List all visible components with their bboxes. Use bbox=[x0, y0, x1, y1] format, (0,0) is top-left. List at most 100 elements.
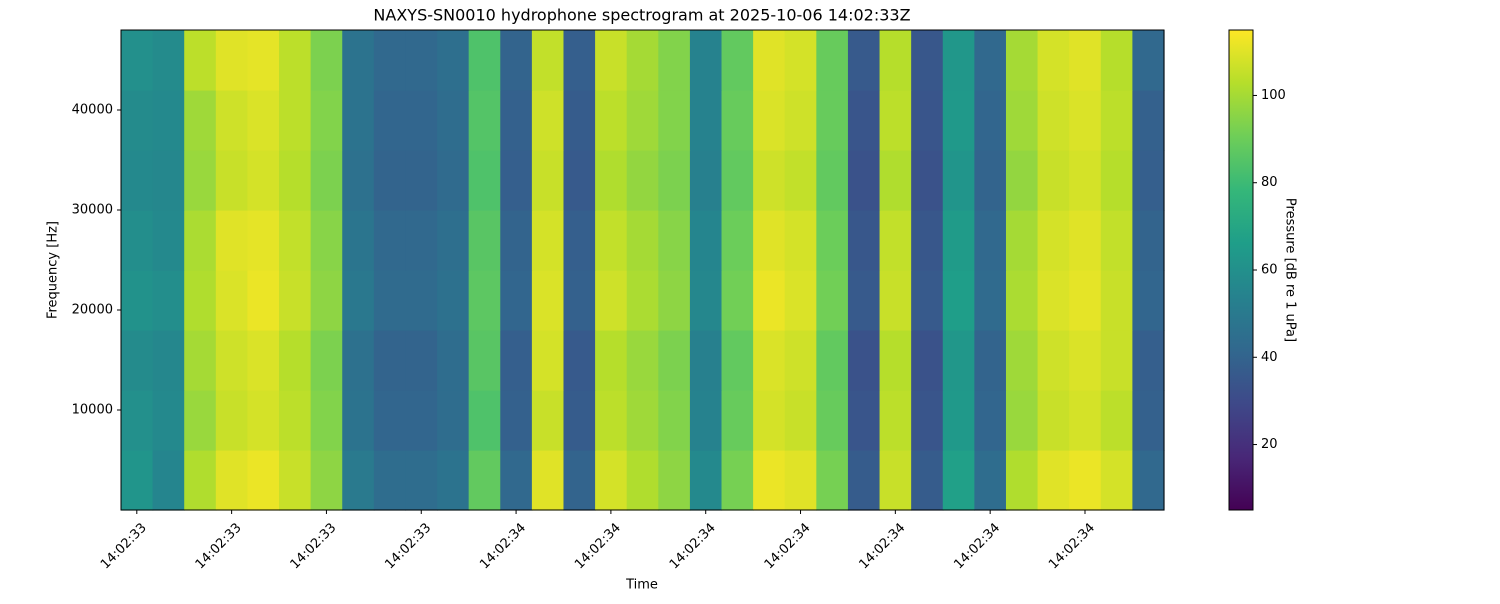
heatmap-cell bbox=[531, 390, 565, 451]
heatmap-cell bbox=[247, 270, 280, 331]
heatmap-cell bbox=[405, 390, 438, 451]
heatmap-cell bbox=[1132, 150, 1165, 211]
heatmap-cell bbox=[405, 450, 438, 511]
heatmap-cell bbox=[1069, 390, 1102, 451]
heatmap-cell bbox=[689, 450, 723, 511]
heatmap-cell bbox=[911, 450, 944, 511]
heatmap-cell bbox=[468, 390, 501, 451]
heatmap-cell bbox=[595, 270, 628, 331]
heatmap-cell bbox=[689, 330, 723, 391]
heatmap-cell bbox=[373, 90, 407, 151]
heatmap-cell bbox=[1100, 30, 1133, 91]
heatmap-cell bbox=[753, 150, 786, 211]
heatmap-cell bbox=[279, 150, 312, 211]
heatmap-cell bbox=[1100, 330, 1133, 391]
heatmap-cell bbox=[626, 390, 659, 451]
heatmap-cell bbox=[1037, 30, 1070, 91]
heatmap-cell bbox=[942, 150, 975, 211]
heatmap-cell bbox=[1005, 90, 1039, 151]
x-tick-label: 14:02:34 bbox=[857, 520, 909, 572]
heatmap-cell bbox=[689, 390, 723, 451]
heatmap-cell bbox=[531, 150, 565, 211]
heatmap-cell bbox=[1005, 270, 1039, 331]
heatmap-cell bbox=[152, 90, 185, 151]
heatmap-cell bbox=[879, 270, 912, 331]
heatmap-cell bbox=[152, 450, 185, 511]
heatmap-cell bbox=[1132, 90, 1165, 151]
heatmap-cell bbox=[721, 90, 754, 151]
heatmap bbox=[121, 30, 1165, 511]
heatmap-cell bbox=[847, 390, 881, 451]
heatmap-cell bbox=[1100, 270, 1133, 331]
heatmap-cell bbox=[942, 210, 975, 271]
heatmap-cell bbox=[437, 90, 470, 151]
heatmap-cell bbox=[753, 450, 786, 511]
heatmap-cell bbox=[816, 330, 849, 391]
heatmap-cell bbox=[405, 30, 438, 91]
heatmap-cell bbox=[1037, 330, 1070, 391]
heatmap-cell bbox=[1069, 30, 1102, 91]
heatmap-cell bbox=[753, 330, 786, 391]
heatmap-cell bbox=[184, 90, 217, 151]
heatmap-cell bbox=[563, 150, 596, 211]
heatmap-cell bbox=[974, 150, 1007, 211]
heatmap-cell bbox=[816, 450, 849, 511]
heatmap-cell bbox=[1037, 390, 1070, 451]
heatmap-cell bbox=[847, 450, 881, 511]
heatmap-cell bbox=[310, 30, 343, 91]
heatmap-cell bbox=[121, 270, 154, 331]
heatmap-cell bbox=[911, 90, 944, 151]
heatmap-cell bbox=[911, 210, 944, 271]
heatmap-cell bbox=[342, 210, 375, 271]
heatmap-cell bbox=[911, 390, 944, 451]
x-tick-label: 14:02:34 bbox=[572, 520, 624, 572]
heatmap-cell bbox=[247, 330, 280, 391]
heatmap-cell bbox=[753, 90, 786, 151]
heatmap-cell bbox=[405, 270, 438, 331]
heatmap-cell bbox=[121, 90, 154, 151]
heatmap-cell bbox=[184, 450, 217, 511]
x-tick-label: 14:02:34 bbox=[951, 520, 1003, 572]
heatmap-cell bbox=[721, 330, 754, 391]
heatmap-cell bbox=[121, 450, 154, 511]
heatmap-cell bbox=[1037, 450, 1070, 511]
heatmap-cell bbox=[247, 150, 280, 211]
heatmap-cell bbox=[689, 270, 723, 331]
heatmap-cell bbox=[184, 210, 217, 271]
heatmap-cell bbox=[816, 210, 849, 271]
heatmap-cell bbox=[1069, 270, 1102, 331]
heatmap-cell bbox=[595, 210, 628, 271]
heatmap-cell bbox=[942, 30, 975, 91]
heatmap-cell bbox=[1037, 150, 1070, 211]
heatmap-cell bbox=[942, 390, 975, 451]
x-tick-label: 14:02:33 bbox=[98, 520, 150, 572]
heatmap-cell bbox=[184, 270, 217, 331]
heatmap-cell bbox=[563, 30, 596, 91]
heatmap-cell bbox=[753, 390, 786, 451]
colorbar-tick-label: 80 bbox=[1261, 175, 1278, 190]
heatmap-cell bbox=[974, 450, 1007, 511]
heatmap-cell bbox=[847, 330, 881, 391]
heatmap-cell bbox=[847, 210, 881, 271]
heatmap-cell bbox=[468, 330, 501, 391]
heatmap-cell bbox=[310, 330, 343, 391]
heatmap-cell bbox=[152, 330, 185, 391]
heatmap-cell bbox=[1069, 150, 1102, 211]
heatmap-cell bbox=[279, 30, 312, 91]
heatmap-cell bbox=[1100, 450, 1133, 511]
colorbar-label: Pressure [dB re 1 uPa] bbox=[1283, 198, 1298, 342]
heatmap-cell bbox=[247, 90, 280, 151]
heatmap-cell bbox=[215, 90, 249, 151]
heatmap-cell bbox=[500, 150, 533, 211]
heatmap-cell bbox=[911, 30, 944, 91]
heatmap-cell bbox=[974, 30, 1007, 91]
heatmap-cell bbox=[784, 330, 817, 391]
heatmap-cell bbox=[500, 270, 533, 331]
heatmap-cell bbox=[974, 90, 1007, 151]
heatmap-cell bbox=[1100, 390, 1133, 451]
heatmap-cell bbox=[816, 150, 849, 211]
heatmap-cell bbox=[500, 30, 533, 91]
heatmap-cell bbox=[152, 30, 185, 91]
heatmap-cell bbox=[215, 450, 249, 511]
heatmap-cell bbox=[405, 150, 438, 211]
